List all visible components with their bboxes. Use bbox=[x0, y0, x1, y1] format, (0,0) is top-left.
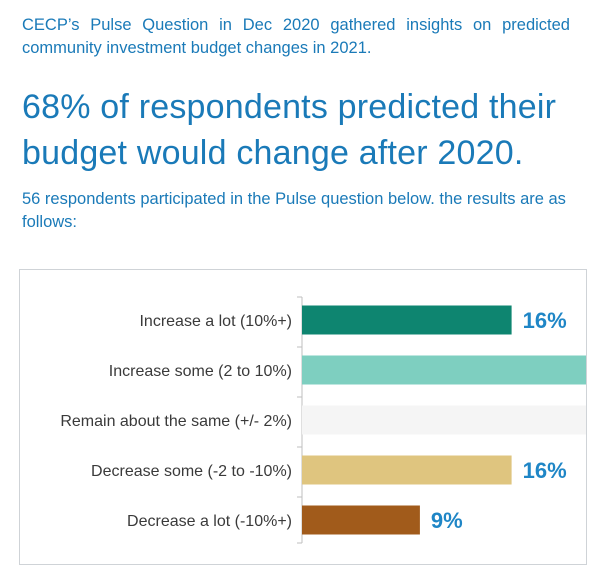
category-label: Decrease some (-2 to -10%) bbox=[91, 463, 292, 480]
category-label: Decrease a lot (-10%+) bbox=[127, 513, 292, 530]
category-label: Remain about the same (+/- 2%) bbox=[60, 413, 292, 430]
bar bbox=[302, 405, 586, 435]
intro-text: CECP’s Pulse Question in Dec 2020 gather… bbox=[22, 16, 570, 57]
value-label: 16% bbox=[523, 458, 567, 483]
headline: 68% of respondents predicted their budge… bbox=[22, 88, 557, 172]
category-label: Increase a lot (10%+) bbox=[139, 313, 292, 330]
bar-chart: Increase a lot (10%+) 16% Increase some (2… bbox=[60, 296, 586, 544]
bar bbox=[302, 355, 586, 385]
value-label: 16% bbox=[523, 308, 567, 333]
chart-panel: Increase a lot (10%+) 16% Increase some (2… bbox=[19, 269, 587, 565]
category-label: Increase some (2 to 10%) bbox=[109, 363, 292, 380]
respondents-note: 56 respondents participated in the Pulse… bbox=[22, 190, 566, 231]
bar bbox=[302, 505, 420, 535]
bar bbox=[302, 305, 512, 335]
bar bbox=[302, 455, 512, 485]
value-label: 9% bbox=[431, 508, 463, 533]
